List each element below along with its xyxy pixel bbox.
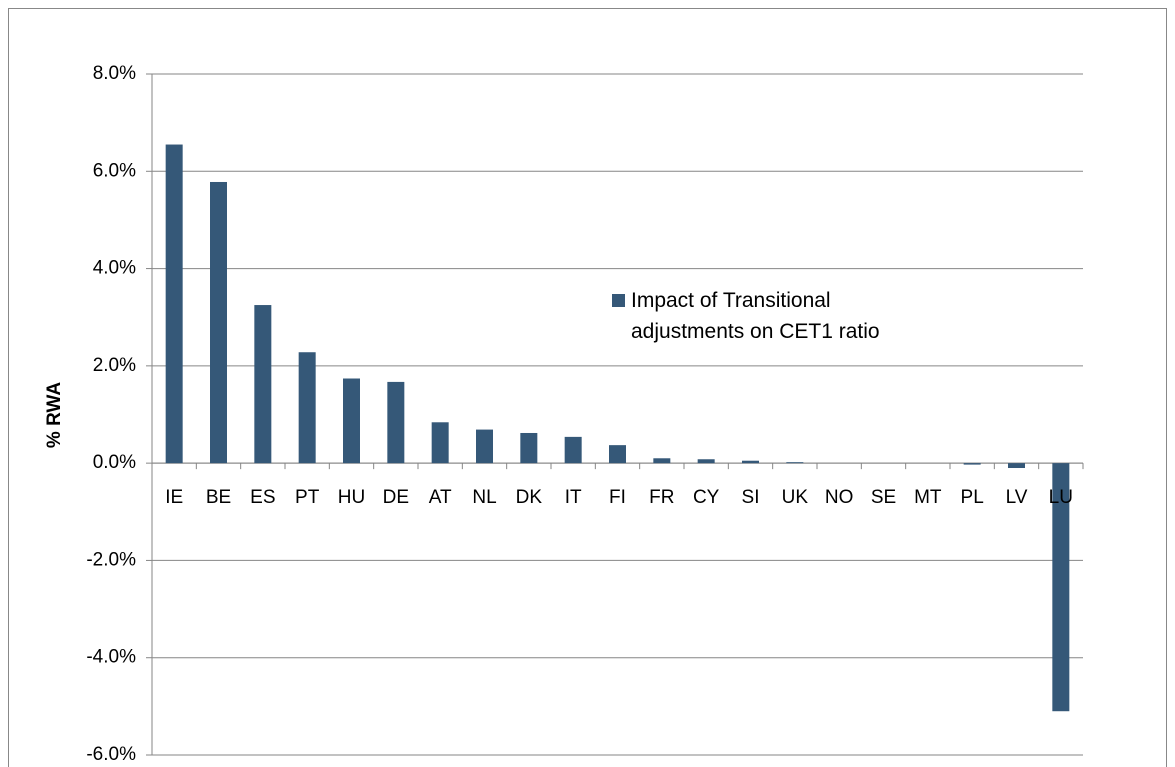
y-axis-title: % RWA <box>44 382 65 448</box>
x-tick-label: PL <box>961 487 984 508</box>
bar <box>564 436 582 464</box>
x-tick-label: FR <box>649 487 674 508</box>
bar <box>298 352 316 464</box>
x-tick-label: ES <box>250 487 275 508</box>
x-tick-label: LV <box>1006 487 1028 508</box>
bar <box>963 463 981 465</box>
x-tick-label: NO <box>825 487 854 508</box>
x-tick-label: AT <box>429 487 452 508</box>
bar <box>520 432 538 464</box>
bar <box>1052 463 1070 712</box>
legend-label: Impact of Transitional adjustments on CE… <box>631 289 880 343</box>
x-tick-label: IT <box>565 487 582 508</box>
x-tick-label: DK <box>516 487 543 508</box>
x-tick-label: BE <box>206 487 231 508</box>
x-tick-label: HU <box>338 487 365 508</box>
y-tick-label: 8.0% <box>93 63 136 84</box>
bar <box>742 460 759 464</box>
bar <box>431 422 449 464</box>
x-tick-label: SI <box>742 487 760 508</box>
x-tick-label: FI <box>609 487 626 508</box>
chart-border <box>8 8 1167 767</box>
y-tick-label: 6.0% <box>93 160 136 181</box>
y-tick-label: 2.0% <box>93 355 136 376</box>
bar <box>387 381 405 464</box>
x-tick-label: SE <box>871 487 896 508</box>
y-tick-label: 4.0% <box>93 258 136 279</box>
bar <box>254 305 272 464</box>
y-tick-label: 0.0% <box>93 452 136 473</box>
x-tick-label: DE <box>383 487 409 508</box>
x-tick-label: MT <box>914 487 942 508</box>
legend-swatch <box>612 294 625 307</box>
bar <box>165 144 183 464</box>
bar <box>1008 463 1025 469</box>
bar <box>609 445 626 464</box>
bar <box>786 462 804 464</box>
y-tick-label: -6.0% <box>86 744 136 765</box>
bar <box>476 429 493 464</box>
x-tick-label: LU <box>1049 487 1073 508</box>
bar <box>210 181 227 464</box>
legend: Impact of Transitional adjustments on CE… <box>612 285 931 347</box>
y-tick-label: -2.0% <box>86 549 136 570</box>
x-tick-label: UK <box>782 487 809 508</box>
x-tick-label: PT <box>295 487 320 508</box>
y-tick-label: -4.0% <box>86 647 136 668</box>
bar <box>653 458 671 464</box>
x-tick-label: CY <box>693 487 720 508</box>
bar <box>343 378 360 464</box>
x-tick-label: IE <box>165 487 183 508</box>
bar <box>697 459 715 464</box>
x-tick-label: NL <box>472 487 496 508</box>
